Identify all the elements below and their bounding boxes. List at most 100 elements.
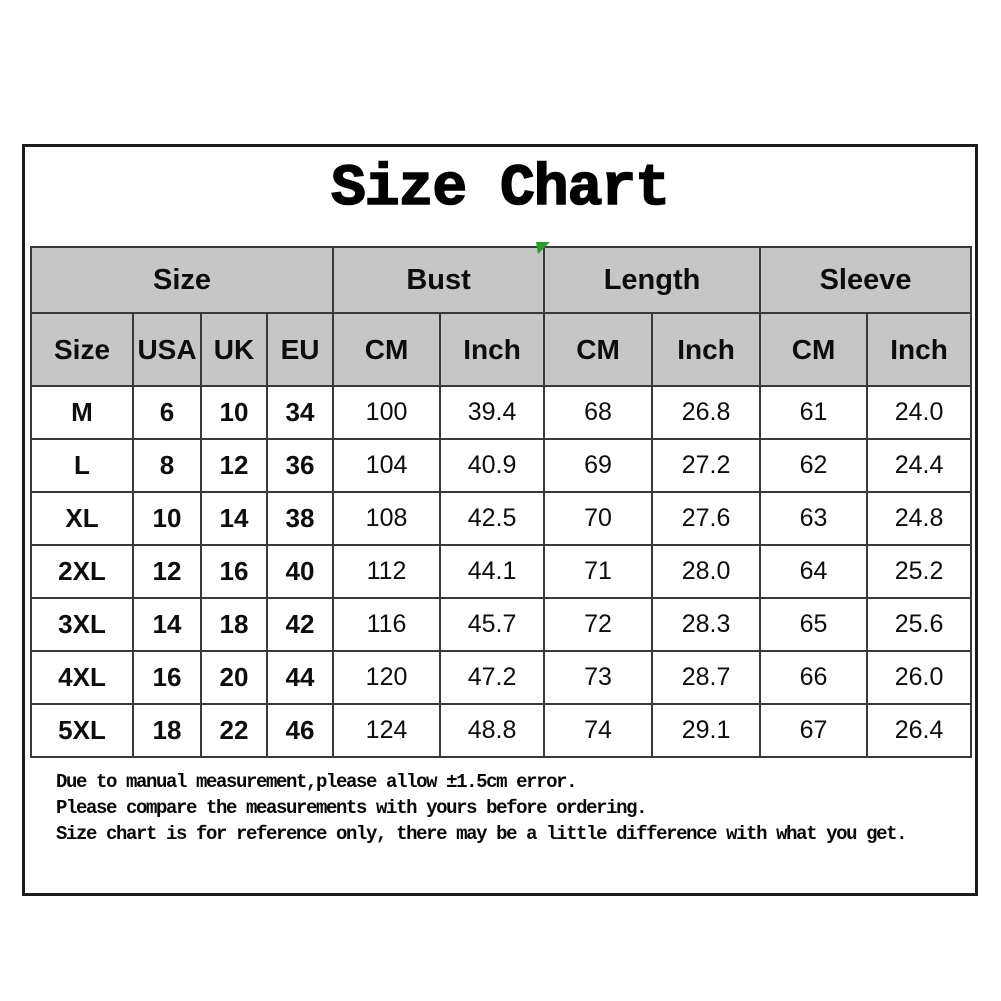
table-cell: 40.9 [439,438,546,493]
table-cell: 42 [265,597,335,652]
note-line: Please compare the measurements with you… [56,797,648,819]
table-cell: 46 [265,703,335,758]
table-cell: 28.3 [651,597,762,652]
table-cell: 69 [543,438,654,493]
table-cell: 116 [332,597,442,652]
table-row: 4XL 16 20 44 120 47.2 73 28.7 66 26.0 [30,650,973,705]
table-cell: 16 [132,650,202,705]
table-cell: 5XL [30,703,134,758]
table-cell: 62 [759,438,869,493]
table-cell: 70 [543,491,654,546]
table-row: XL 10 14 38 108 42.5 70 27.6 63 24.8 [30,491,973,546]
table-cell: 74 [543,703,654,758]
table-cell: 10 [132,491,202,546]
column-header-cm-4: CM [332,312,442,387]
table-cell: 108 [332,491,442,546]
table-cell: 47.2 [439,650,546,705]
column-header-usa-1: USA [132,312,202,387]
table-cell: 72 [543,597,654,652]
table-cell: 8 [132,438,202,493]
table-cell: 26.8 [651,385,762,440]
table-cell: 10 [200,385,268,440]
table-cell: 14 [132,597,202,652]
table-cell: 24.0 [866,385,973,440]
table-row: 5XL 18 22 46 124 48.8 74 29.1 67 26.4 [30,703,973,758]
column-header-eu-3: EU [265,312,335,387]
table-cell: 44 [265,650,335,705]
table-cell: 16 [200,544,268,599]
table-cell: 68 [543,385,654,440]
table-cell: 27.6 [651,491,762,546]
table-cell: 12 [132,544,202,599]
table-cell: 4XL [30,650,134,705]
notes-block: Due to manual measurement,please allow ±… [56,769,908,847]
size-table: Size Bust Length Sleeve Size USA UK EU CM Inch CM… [29,246,973,758]
group-header-sleeve: Sleeve [759,246,973,314]
table-cell: 2XL [30,544,134,599]
table-cell: 25.6 [866,597,973,652]
table-cell: 14 [200,491,268,546]
table-cell: 28.7 [651,650,762,705]
table-cell: 73 [543,650,654,705]
table-row: M 6 10 34 100 39.4 68 26.8 61 24.0 [30,385,973,440]
group-header-row: Size Bust Length Sleeve [29,246,973,314]
table-cell: 64 [759,544,869,599]
table-cell: 24.4 [866,438,973,493]
table-cell: 40 [265,544,335,599]
sub-header-row: Size USA UK EU CM Inch CM Inch CM Inch [30,312,973,387]
table-cell: 44.1 [439,544,546,599]
table-body: M 6 10 34 100 39.4 68 26.8 61 24.0 L 8 12 36 104 40.9 69… [30,385,973,758]
table-row: 3XL 14 18 42 116 45.7 72 28.3 65 25.6 [30,597,973,652]
table-cell: 45.7 [439,597,546,652]
table-cell: 27.2 [651,438,762,493]
table-cell: 20 [200,650,268,705]
table-cell: 22 [200,703,268,758]
table-cell: 67 [759,703,869,758]
table-cell: 100 [332,385,442,440]
table-cell: 42.5 [439,491,546,546]
table-cell: 24.8 [866,491,973,546]
note-line: Size chart is for reference only, there … [56,823,908,845]
note-line: Due to manual measurement,please allow ±… [56,771,578,793]
table-cell: 18 [200,597,268,652]
table-header: Size Bust Length Sleeve Size USA UK EU CM Inch CM… [29,246,973,387]
table-cell: 12 [200,438,268,493]
table-cell: 29.1 [651,703,762,758]
table-row: L 8 12 36 104 40.9 69 27.2 62 24.4 [30,438,973,493]
table-cell: 34 [265,385,335,440]
table-cell: M [30,385,134,440]
table-cell: 61 [759,385,869,440]
table-cell: 6 [132,385,202,440]
table-row: 2XL 12 16 40 112 44.1 71 28.0 64 25.2 [30,544,973,599]
table-cell: 120 [332,650,442,705]
table-cell: 3XL [30,597,134,652]
table-cell: 26.0 [866,650,973,705]
table-cell: 71 [543,544,654,599]
table-cell: 36 [265,438,335,493]
group-header-length: Length [543,246,762,314]
column-header-cm-8: CM [759,312,869,387]
table-cell: 63 [759,491,869,546]
column-header-cm-6: CM [543,312,654,387]
size-chart-panel: Size Chart Size Bust Length Sleeve Size USA U… [22,144,978,896]
table-cell: L [30,438,134,493]
page-title: Size Chart [330,156,671,223]
column-header-inch-9: Inch [866,312,973,387]
table-cell: 26.4 [866,703,973,758]
table-cell: 48.8 [439,703,546,758]
group-header-size: Size [29,246,335,314]
table-cell: 38 [265,491,335,546]
table-cell: 65 [759,597,869,652]
group-header-bust: Bust [332,246,546,314]
table-cell: 39.4 [439,385,546,440]
table-cell: 124 [332,703,442,758]
table-cell: 28.0 [651,544,762,599]
column-header-size-0: Size [30,312,134,387]
table-cell: 104 [332,438,442,493]
table-cell: 25.2 [866,544,973,599]
column-header-uk-2: UK [200,312,268,387]
column-header-inch-7: Inch [651,312,762,387]
table-cell: 112 [332,544,442,599]
table-cell: XL [30,491,134,546]
table-cell: 66 [759,650,869,705]
